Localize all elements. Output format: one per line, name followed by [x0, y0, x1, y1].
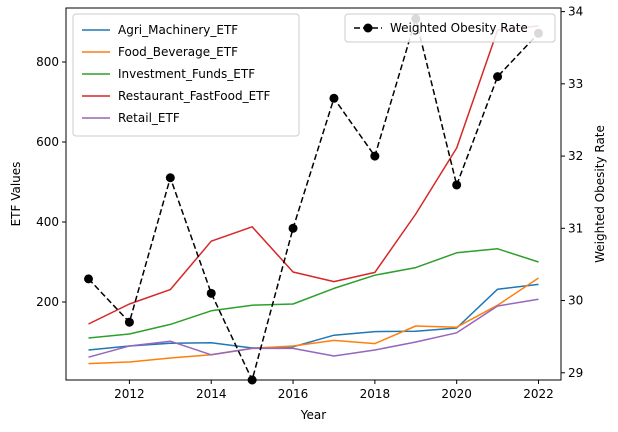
legend-item: Agri_Machinery_ETF: [82, 23, 238, 37]
y-right-tick-label: 29: [568, 366, 583, 380]
x-tick-label: 2014: [196, 387, 227, 401]
x-tick-label: 2020: [441, 387, 472, 401]
data-point: [165, 173, 175, 183]
legend-item: Retail_ETF: [82, 111, 180, 125]
legend-item: Weighted Obesity Rate: [354, 21, 528, 35]
legend-box: [344, 13, 556, 43]
plot-frame: [65, 7, 562, 381]
y-right-tick-label: 33: [568, 77, 583, 91]
x-tick-label: 2012: [114, 387, 145, 401]
x-tick-label: 2022: [523, 387, 554, 401]
axes: 2012 2014 2016 2018 2020 2022 200 400 600 800 29 30…: [36, 5, 583, 401]
legend-label: Investment_Funds_ETF: [118, 67, 255, 81]
y-left-tick-label: 600: [36, 135, 59, 149]
data-point: [124, 317, 134, 327]
series-line: [88, 298, 539, 358]
series-line: [88, 277, 539, 365]
series-line: [88, 25, 539, 325]
series-line: [87, 18, 540, 381]
legend-obesity: Weighted Obesity Rate: [344, 13, 556, 43]
x-tick-label: 2018: [360, 387, 391, 401]
y-right-tick-label: 30: [568, 294, 583, 308]
y-left-tick-label: 800: [36, 55, 59, 69]
legend-etf: Agri_Machinery_ETF Food_Beverage_ETF Inves…: [72, 13, 300, 137]
series-retail-etf: [88, 298, 539, 358]
series-line: [88, 283, 539, 351]
y-right-tick-label: 32: [568, 149, 583, 163]
y-axis-left-title: ETF Values: [9, 162, 23, 227]
legend-label: Agri_Machinery_ETF: [118, 23, 238, 37]
legend-item: Investment_Funds_ETF: [82, 67, 255, 81]
series-line: [88, 248, 539, 339]
series-investment-funds-etf: [88, 248, 539, 339]
y-right-tick-label: 31: [568, 221, 583, 235]
legend-item: Restaurant_FastFood_ETF: [82, 89, 270, 103]
x-tick-label: 2016: [278, 387, 309, 401]
series-restaurant-fastfood-etf: [88, 25, 539, 325]
data-point: [452, 180, 462, 190]
legend-label: Retail_ETF: [118, 111, 180, 125]
y-axis-right-title: Weighted Obesity Rate: [593, 125, 607, 263]
legend-label: Food_Beverage_ETF: [118, 45, 238, 59]
series-food-beverage-etf: [88, 277, 539, 365]
legend-item: Food_Beverage_ETF: [82, 45, 238, 59]
legend-marker: [363, 23, 373, 33]
data-point: [206, 288, 216, 298]
x-axis-title: Year: [300, 408, 326, 422]
legend-label: Restaurant_FastFood_ETF: [118, 89, 270, 103]
data-point: [493, 72, 503, 82]
y-left-tick-label: 200: [36, 295, 59, 309]
data-point: [288, 223, 298, 233]
plot-area: [84, 14, 543, 385]
y-left-tick-label: 400: [36, 215, 59, 229]
legend-box: [72, 13, 300, 137]
data-point: [329, 93, 339, 103]
series-agri-machinery-etf: [88, 283, 539, 351]
legend-label: Weighted Obesity Rate: [390, 21, 528, 35]
data-point: [84, 274, 93, 284]
y-right-tick-label: 34: [568, 5, 583, 19]
data-point: [370, 151, 380, 161]
